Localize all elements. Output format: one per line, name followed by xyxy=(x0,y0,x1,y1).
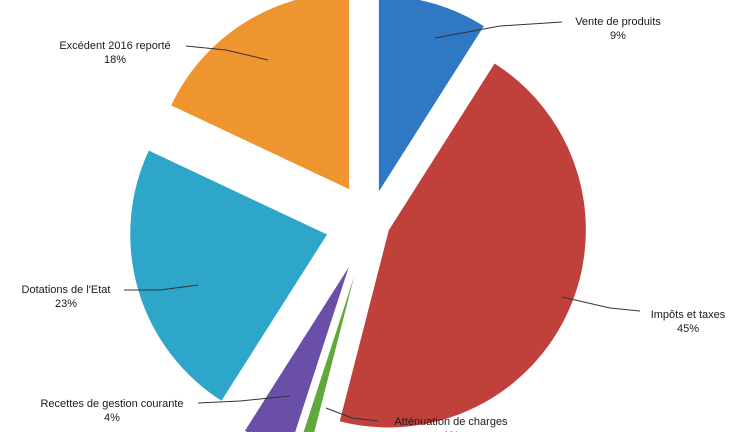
slice-label-attenuation-de-charges: Atténuation de charges 1% xyxy=(325,407,508,432)
slice-label-recettes-de-gestion-courante: Recettes de gestion courante 4% xyxy=(40,395,291,424)
slice-name-dotations-de-l-etat: Dotations de l'Etat xyxy=(22,284,111,296)
slice-name-impots-et-taxes: Impôts et taxes xyxy=(651,309,726,321)
pie-slice-attenuation-de-charges xyxy=(302,260,360,432)
pie-slices xyxy=(129,0,587,432)
slice-name-recettes-de-gestion-courante: Recettes de gestion courante xyxy=(40,398,183,410)
pie-slice-dotations-de-l-etat xyxy=(129,149,329,403)
leader-line-excedent-2016-reporte xyxy=(185,45,269,61)
leader-line-attenuation-de-charges xyxy=(325,407,379,422)
leader-line-impots-et-taxes xyxy=(561,296,641,312)
pie-slice-vente-de-produits xyxy=(377,0,486,195)
leader-line-recettes-de-gestion-courante xyxy=(197,395,291,404)
slice-name-excedent-2016-reporte: Excédent 2016 reporté xyxy=(59,40,170,52)
slice-label-dotations-de-l-etat: Dotations de l'Etat 23% xyxy=(22,284,199,310)
pie-slice-excedent-2016-reporte xyxy=(169,0,351,191)
slice-name-vente-de-produits: Vente de produits xyxy=(575,16,661,28)
leader-line-dotations-de-l-etat xyxy=(124,284,199,291)
slice-percent-vente-de-produits: 9% xyxy=(610,30,626,42)
slice-percent-dotations-de-l-etat: 23% xyxy=(55,298,77,310)
slice-label-excedent-2016-reporte: Excédent 2016 reporté 18% xyxy=(59,40,269,66)
pie-labels: Vente de produits 9% Impôts et taxes 45%… xyxy=(22,16,726,432)
slice-label-impots-et-taxes: Impôts et taxes 45% xyxy=(561,296,726,335)
slice-percent-recettes-de-gestion-courante: 4% xyxy=(104,412,120,424)
pie-slice-impots-et-taxes xyxy=(338,62,587,429)
slice-percent-attenuation-de-charges: 1% xyxy=(443,430,459,432)
pie-slice-recettes-de-gestion-courante xyxy=(243,263,351,432)
slice-label-vente-de-produits: Vente de produits 9% xyxy=(434,16,661,42)
slice-percent-impots-et-taxes: 45% xyxy=(677,323,699,335)
slice-name-attenuation-de-charges: Atténuation de charges xyxy=(394,416,508,428)
leader-line-vente-de-produits xyxy=(434,21,563,39)
slice-percent-excedent-2016-reporte: 18% xyxy=(104,54,126,66)
